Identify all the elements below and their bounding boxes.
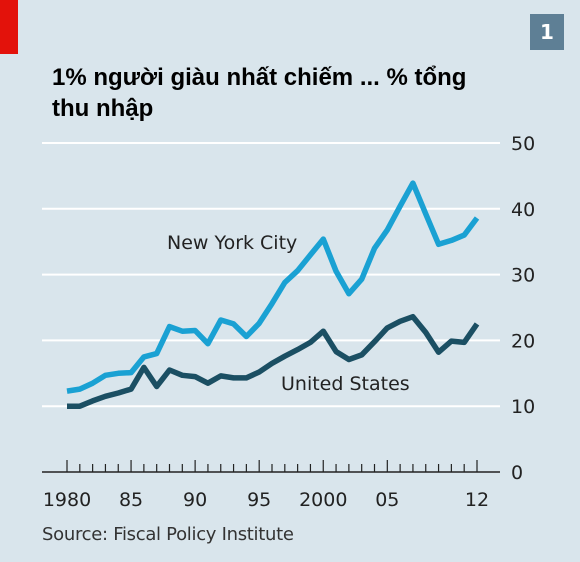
y-tick-label: 10 <box>511 396 535 418</box>
series-line-nyc <box>66 180 480 394</box>
series-lines <box>66 180 480 409</box>
chart-title: 1% người giàu nhất chiếm ... % tổng thu … <box>52 64 467 122</box>
y-tick-label: 50 <box>511 133 535 155</box>
x-tick-label: 12 <box>465 489 489 511</box>
brand-red-tab <box>0 0 18 54</box>
series-label-us: United States <box>281 373 410 395</box>
x-tick-label: 05 <box>375 489 399 511</box>
x-axis <box>42 460 500 473</box>
source-note: Source: Fiscal Policy Institute <box>42 524 294 545</box>
x-tick-label: 85 <box>119 489 143 511</box>
y-tick-label: 30 <box>511 265 535 287</box>
y-tick-label: 40 <box>511 199 535 221</box>
x-tick-label: 1980 <box>43 489 91 511</box>
x-tick-label: 95 <box>247 489 271 511</box>
series-line-us <box>67 313 480 409</box>
x-tick-label: 90 <box>183 489 207 511</box>
series-label-nyc: New York City <box>167 232 297 254</box>
y-tick-label: 0 <box>511 462 523 484</box>
grid-lines <box>42 142 500 408</box>
y-axis-tick-labels: 50 40 30 20 10 0 <box>511 133 535 484</box>
chart-number-badge: 1 <box>530 14 564 50</box>
x-axis-tick-labels: 1980 85 90 95 2000 05 12 <box>43 489 489 511</box>
y-tick-label: 20 <box>511 330 535 352</box>
x-tick-label: 2000 <box>299 489 347 511</box>
